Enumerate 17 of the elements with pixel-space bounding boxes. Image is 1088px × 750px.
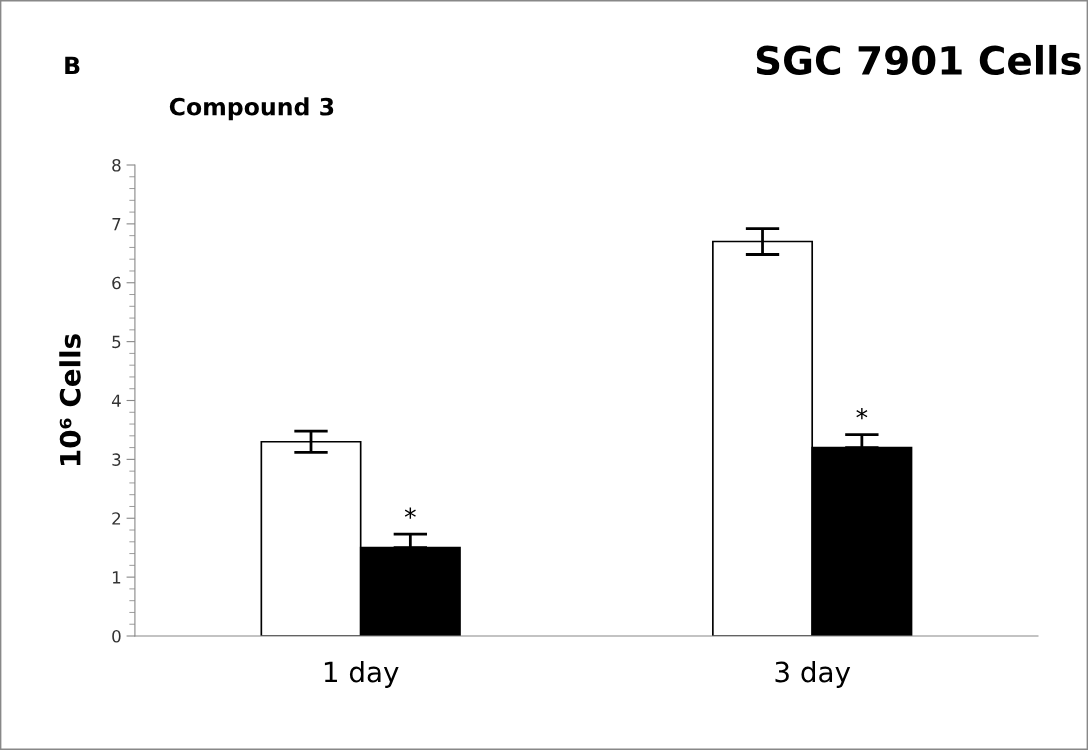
text: Compound 3 bbox=[169, 97, 334, 121]
y-tick-label: 0 bbox=[112, 629, 121, 643]
chart-title: SGC 7901 Cells bbox=[756, 44, 1081, 76]
y-tick-label: 2 bbox=[112, 512, 121, 525]
x-tick-label: 3 day bbox=[775, 661, 851, 688]
annotation: * bbox=[856, 407, 868, 420]
annotation: * bbox=[404, 507, 416, 519]
y-tick-label: 3 bbox=[112, 453, 121, 466]
x-tick-label: 1 day bbox=[324, 661, 399, 688]
text: B bbox=[65, 56, 80, 75]
y-axis-title: 10⁶ Cells bbox=[59, 334, 81, 466]
y-tick-label: 6 bbox=[112, 276, 121, 290]
y-tick-label: 4 bbox=[111, 394, 121, 407]
y-tick-label: 5 bbox=[112, 335, 121, 349]
y-tick-label: 7 bbox=[112, 218, 121, 231]
y-tick-label: 8 bbox=[112, 158, 121, 172]
y-tick-label: 1 bbox=[112, 571, 121, 584]
